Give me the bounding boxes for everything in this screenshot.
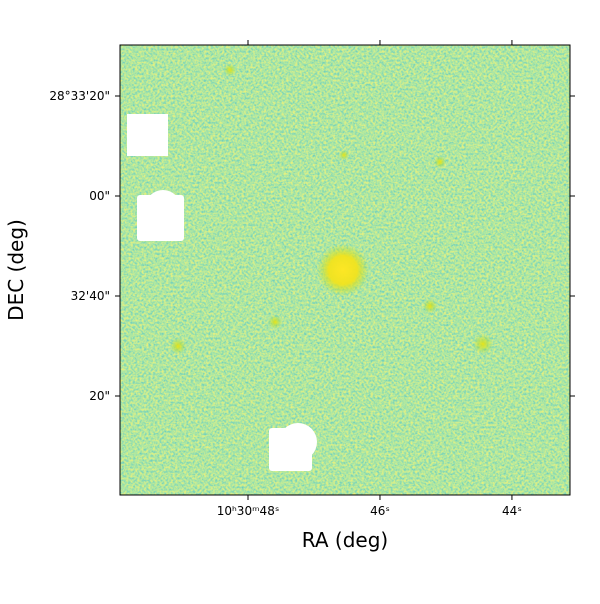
- x-tick-label: 10ʰ30ᵐ48ˢ: [217, 504, 280, 518]
- y-tick-label: 28°33'20": [49, 89, 110, 103]
- x-tick-label: 46ˢ: [370, 504, 390, 518]
- y-axis-label: DEC (deg): [4, 219, 28, 321]
- x-tick-label: 44ˢ: [502, 504, 522, 518]
- y-tick-label: 00": [89, 189, 110, 203]
- axes-frame: [119, 44, 571, 496]
- y-tick-label: 20": [89, 389, 110, 403]
- image: [120, 45, 570, 495]
- y-tick-label: 32'40": [71, 289, 110, 303]
- x-axis-label: RA (deg): [302, 528, 388, 552]
